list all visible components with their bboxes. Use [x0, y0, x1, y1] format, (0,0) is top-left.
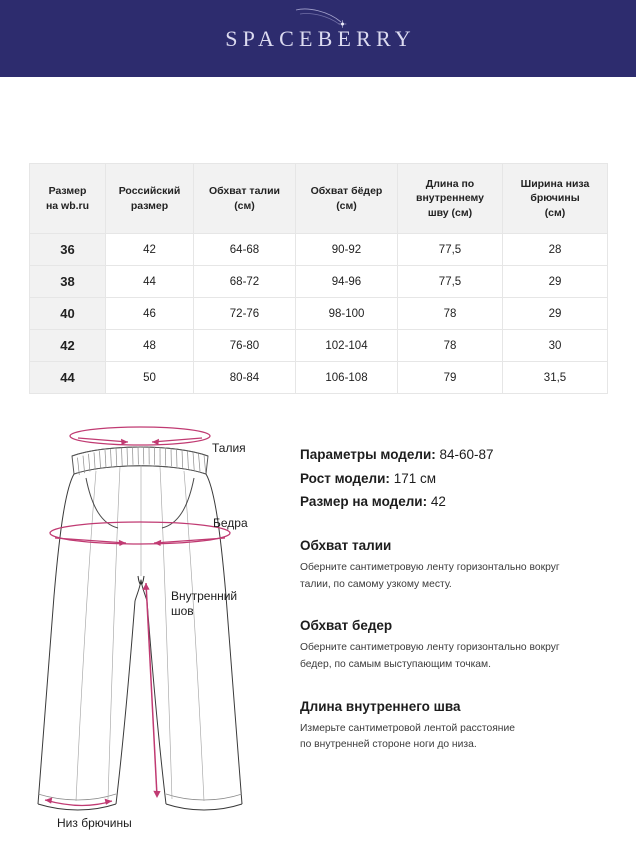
table-head: Размер на wb.ru Российский размер Обхват… — [29, 162, 608, 235]
cell-waist: 64-68 — [193, 233, 296, 267]
cell-wb-size: 36 — [29, 233, 106, 267]
cell-ru-size: 48 — [105, 329, 194, 363]
cell-waist: 72-76 — [193, 297, 296, 331]
guide-text-column: Параметры модели: 84-60-87 Рост модели: … — [290, 416, 636, 848]
table-row: 44 50 80-84 106-108 79 31,5 — [29, 361, 608, 395]
site-header: SPACEBERRY — [0, 0, 636, 77]
waist-arrow-right — [121, 439, 128, 446]
pants-technical-drawing — [37, 426, 243, 811]
column-header-wb-size: Размер на wb.ru — [29, 162, 106, 235]
guide-waist: Обхват талии Оберните сантиметровую лент… — [300, 538, 618, 593]
inseam-arrow-up — [142, 583, 150, 591]
column-header-inseam: Длина по внутреннему шву (см) — [397, 162, 503, 235]
cell-ru-size: 42 — [105, 233, 194, 267]
column-header-ru-size: Российский размер — [105, 162, 194, 235]
size-table-section: Размер на wb.ru Российский размер Обхват… — [0, 77, 636, 395]
cell-leg-width: 28 — [502, 233, 608, 267]
cell-hips: 94-96 — [295, 265, 398, 299]
guide-inseam-title: Длина внутреннего шва — [300, 698, 461, 714]
brand-logo-text: SPACEBERRY — [225, 25, 416, 51]
cell-hips: 106-108 — [295, 361, 398, 395]
cell-waist: 80-84 — [193, 361, 296, 395]
hips-arrow-right — [118, 540, 126, 547]
table-header-row: Размер на wb.ru Российский размер Обхват… — [29, 162, 608, 235]
size-chart-table: Размер на wb.ru Российский размер Обхват… — [29, 162, 608, 395]
cell-ru-size: 50 — [105, 361, 194, 395]
cell-inseam: 78 — [397, 297, 503, 331]
column-header-hips: Обхват бёдер (см) — [295, 162, 398, 235]
inseam-arrow-down — [153, 791, 161, 799]
cell-waist: 68-72 — [193, 265, 296, 299]
guide-inseam-text: Измерьте сантиметровой лентой расстояние… — [300, 722, 515, 751]
cell-inseam: 78 — [397, 329, 503, 363]
hips-arrow-left — [154, 540, 162, 547]
table-row: 38 44 68-72 94-96 77,5 29 — [29, 265, 608, 299]
cell-leg-width: 29 — [502, 265, 608, 299]
cell-hips: 102-104 — [295, 329, 398, 363]
cell-wb-size: 44 — [29, 361, 106, 395]
cell-leg-width: 29 — [502, 297, 608, 331]
brand-logo[interactable]: SPACEBERRY — [220, 8, 416, 59]
guide-waist-title: Обхват талии — [300, 538, 392, 554]
hem-arrow-left — [45, 797, 53, 805]
hem-arrow-right — [104, 799, 112, 806]
inseam-measure-indicator — [145, 583, 158, 797]
guide-inseam: Длина внутреннего шва Измерьте сантиметр… — [300, 699, 618, 754]
label-inseam: Внутренний шов — [171, 589, 238, 619]
label-hips: Бедра — [213, 516, 248, 531]
cell-inseam: 77,5 — [397, 265, 503, 299]
cell-inseam: 79 — [397, 361, 503, 395]
cell-inseam: 77,5 — [397, 233, 503, 267]
cell-waist: 76-80 — [193, 329, 296, 363]
pants-diagram: Талия Бедра Внутренний шов Низ брючины — [0, 416, 290, 848]
table-body: 36 42 64-68 90-92 77,5 28 38 44 68-72 94… — [29, 233, 608, 395]
model-height-line: Рост модели: 171 см — [300, 470, 437, 486]
guide-hips: Обхват бедер Оберните сантиметровую лент… — [300, 618, 618, 673]
cell-hips: 90-92 — [295, 233, 398, 267]
label-hem: Низ брючины — [57, 816, 132, 831]
measurement-guide-section: Талия Бедра Внутренний шов Низ брючины П… — [0, 394, 636, 848]
hips-measure-indicator — [49, 521, 231, 546]
table-row: 36 42 64-68 90-92 77,5 28 — [29, 233, 608, 267]
table-row: 42 48 76-80 102-104 78 30 — [29, 329, 608, 363]
cell-wb-size: 38 — [29, 265, 106, 299]
cell-ru-size: 44 — [105, 265, 194, 299]
model-params-line: Параметры модели: 84-60-87 — [300, 447, 494, 463]
cell-ru-size: 46 — [105, 297, 194, 331]
guide-hips-title: Обхват бедер — [300, 618, 393, 634]
model-size-line: Размер на модели: 42 — [300, 493, 446, 509]
label-waist: Талия — [212, 441, 246, 456]
cell-hips: 98-100 — [295, 297, 398, 331]
hem-measure-indicator — [44, 799, 113, 807]
cell-wb-size: 42 — [29, 329, 106, 363]
cell-wb-size: 40 — [29, 297, 106, 331]
column-header-waist: Обхват талии (см) — [193, 162, 296, 235]
waist-measure-indicator — [69, 426, 211, 447]
guide-waist-text: Оберните сантиметровую ленту горизонталь… — [300, 562, 560, 590]
table-row: 40 46 72-76 98-100 78 29 — [29, 297, 608, 331]
guide-hips-text: Оберните сантиметровую ленту горизонталь… — [300, 642, 560, 671]
cell-leg-width: 30 — [502, 329, 608, 363]
waist-arrow-left — [152, 439, 159, 446]
cell-leg-width: 31,5 — [502, 361, 608, 395]
column-header-leg-width: Ширина низа брючины (см) — [502, 162, 608, 235]
